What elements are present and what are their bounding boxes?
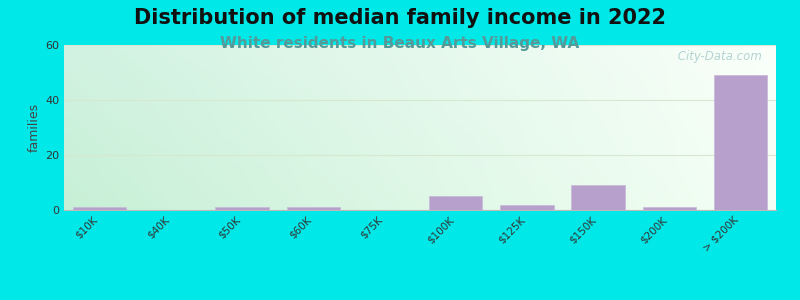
Bar	[714, 75, 767, 210]
Text: Distribution of median family income in 2022: Distribution of median family income in …	[134, 8, 666, 28]
Bar	[429, 196, 482, 210]
Bar	[215, 207, 269, 210]
Bar	[500, 205, 554, 210]
Bar	[73, 207, 126, 210]
Bar	[571, 185, 625, 210]
Text: White residents in Beaux Arts Village, WA: White residents in Beaux Arts Village, W…	[220, 36, 580, 51]
Bar	[642, 207, 696, 210]
Y-axis label: families: families	[28, 103, 41, 152]
Text: City-Data.com: City-Data.com	[674, 50, 762, 63]
Bar	[286, 207, 340, 210]
